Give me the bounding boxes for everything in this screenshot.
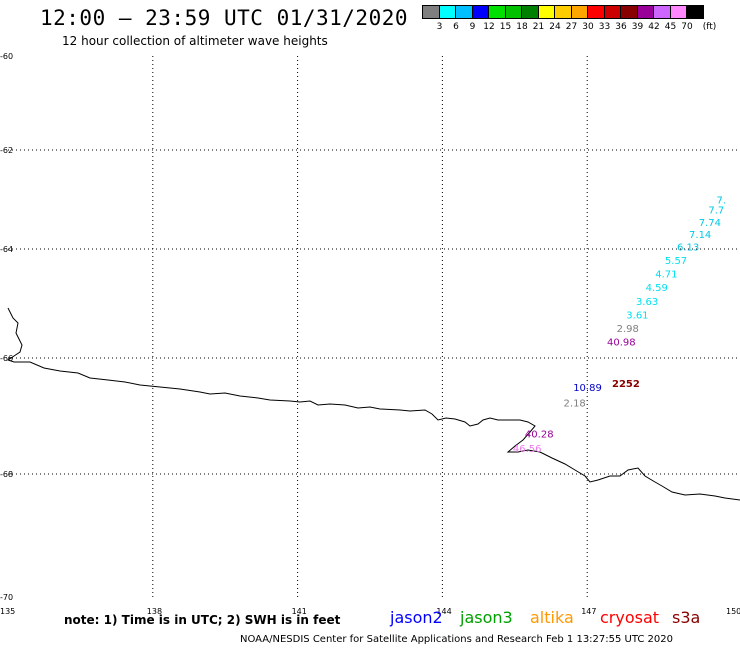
satellite-cryosat: cryosat — [600, 608, 660, 627]
antarctic-coastline — [6, 307, 740, 501]
wave-height-value: 7. — [717, 196, 727, 207]
latitude-tick-label: -66 — [0, 354, 13, 363]
map-title: 12:00 – 23:59 UTC 01/31/2020 — [40, 6, 409, 30]
wave-height-value: 7.74 — [699, 218, 721, 229]
scale-label: 18 — [516, 22, 528, 32]
wave-height-value: 10.89 — [573, 383, 602, 394]
scale-label: 24 — [549, 22, 561, 32]
wave-height-value: 3.61 — [626, 310, 648, 321]
scale-label: 70 — [681, 22, 693, 32]
longitude-tick-label: 138 — [147, 607, 162, 616]
longitude-tick-label: 150 — [726, 607, 740, 616]
longitude-tick-label: 147 — [581, 607, 596, 616]
wave-height-value: 40.28 — [525, 429, 554, 440]
wave-height-value: 3.63 — [636, 297, 658, 308]
latitude-tick-label: -68 — [0, 470, 13, 479]
wave-height-value: 2.18 — [564, 399, 586, 410]
latitude-tick-label: -62 — [0, 146, 13, 155]
wave-height-value: 46.56 — [513, 444, 542, 455]
wave-height-value: 5.57 — [665, 256, 687, 267]
wave-height-color-scale — [422, 5, 704, 19]
wave-height-scale-labels: 3 6 9 12 15 18 21 24 27 30 33 36 39 42 45 70 (ft) — [422, 22, 740, 34]
wave-height-value: 7.14 — [689, 230, 711, 241]
scale-label: 15 — [499, 22, 512, 32]
peak-label: 2252 — [612, 379, 640, 390]
scale-label: 33 — [598, 22, 611, 32]
wave-height-value: 40.98 — [607, 338, 636, 349]
scale-label: 30 — [582, 22, 594, 32]
wave-height-value: 2.98 — [617, 324, 639, 335]
axis-ticks: 135 138 141 144 147 150 -60 -62 -64 -66 -68 -70 — [0, 52, 740, 616]
satellite-altika: altika — [530, 608, 574, 627]
wave-height-value: 6.13 — [677, 243, 699, 254]
credit-line: NOAA/NESDIS Center for Satellite Applica… — [240, 634, 673, 645]
wave-height-readings: 7.7.7 7.747.14 6.13 5.57 4.71 4.59 3.63 3.61 2.9… — [513, 196, 726, 455]
longitude-tick-label: 135 — [0, 607, 15, 616]
scale-label: 12 — [483, 22, 495, 32]
scale-label: 27 — [565, 22, 578, 32]
latitude-tick-label: -60 — [0, 52, 13, 61]
satellite-s3a: s3a — [672, 608, 701, 627]
units-note: note: 1) Time is in UTC; 2) SWH is in fe… — [64, 613, 341, 627]
wave-height-value: 7.7 — [708, 205, 724, 216]
latitude-tick-label: -64 — [0, 245, 13, 254]
wave-height-value: 4.71 — [655, 270, 677, 281]
wave-height-value: 4.59 — [646, 283, 668, 294]
scale-label: 21 — [532, 22, 545, 32]
latitude-tick-label: -70 — [0, 593, 13, 602]
scale-label: (ft) — [702, 22, 717, 32]
scale-swatch — [686, 5, 704, 19]
scale-label: 36 — [615, 22, 627, 32]
scale-label: 9 — [469, 22, 476, 32]
satellite-jason2: jason2 — [390, 608, 443, 627]
scale-label: 42 — [648, 22, 660, 32]
scale-label: 45 — [664, 22, 677, 32]
map-subtitle: 12 hour collection of altimeter wave hei… — [62, 34, 328, 48]
scale-label: 6 — [453, 22, 459, 32]
longitude-tick-label: 144 — [436, 607, 451, 616]
scale-label: 3 — [436, 22, 443, 32]
satellite-jason3: jason3 — [460, 608, 513, 627]
scale-label: 39 — [631, 22, 644, 32]
longitude-tick-label: 141 — [292, 607, 307, 616]
